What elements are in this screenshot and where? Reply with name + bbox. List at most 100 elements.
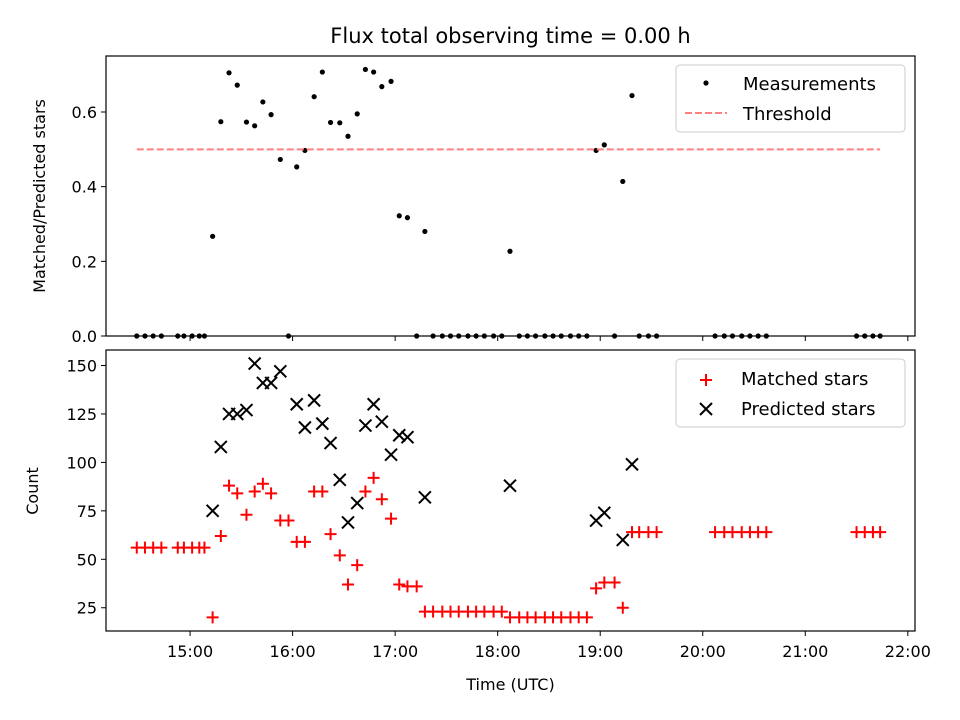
predicted-star-point: [290, 397, 304, 411]
measurement-point: [210, 233, 216, 239]
predicted-star-point: [341, 515, 355, 530]
predicted-star-point: [264, 376, 278, 390]
bottom-legend: Matched stars Predicted stars: [675, 358, 906, 428]
matched-star-point: [385, 512, 398, 525]
predicted-star-point: [230, 407, 244, 421]
legend-measurements-label: Measurements: [743, 74, 876, 95]
top-legend: Measurements Threshold: [675, 64, 906, 133]
predicted-star-point: [214, 440, 228, 454]
predicted-star-point: [298, 420, 312, 435]
legend-matched-label: Matched stars: [741, 369, 868, 390]
legend-predicted-marker: [699, 402, 713, 416]
matched-star-point: [367, 471, 380, 484]
y-tick-label: 150: [66, 357, 97, 376]
x-tick-label: 20:00: [680, 642, 726, 661]
chart-title: Flux total observing time = 0.00 h: [330, 24, 690, 48]
bottom-axis-ticks: 15:00 16:00 17:00 18:00 19:00 20:00 21:00 22:00…: [66, 357, 930, 661]
predicted-star-point: [205, 504, 220, 518]
measurement-point: [422, 228, 428, 235]
measurement-point: [319, 69, 325, 75]
x-axis-label: Time (UTC): [465, 675, 554, 694]
legend-predicted-label: Predicted stars: [741, 399, 875, 420]
top-axes-frame: [105, 55, 916, 337]
x-tick-label: 21:00: [782, 642, 828, 661]
legend-matched-marker: [700, 374, 712, 386]
predicted-star-point: [315, 416, 330, 431]
predicted-star-point: [375, 414, 389, 429]
matched-star-point: [198, 541, 211, 554]
predicted-star-point: [418, 490, 432, 504]
matched-star-point: [341, 578, 354, 591]
predicted-star-point: [625, 457, 639, 472]
measurement-point: [354, 111, 360, 117]
matched-star-point: [598, 576, 611, 589]
matched-star-point: [874, 526, 887, 539]
predicted-star-point: [323, 436, 338, 450]
predicted-star-point: [597, 506, 612, 520]
matched-star-point: [351, 559, 364, 572]
predicted-star-point: [503, 478, 517, 493]
measurement-point: [629, 92, 635, 99]
bottom-plot-marks: [130, 356, 887, 624]
measurement-point: [294, 164, 300, 170]
matched-star-point: [206, 611, 219, 624]
matched-star-point: [495, 605, 508, 618]
matched-star-point: [608, 576, 621, 589]
y-tick-label: 25: [77, 599, 97, 618]
matched-star-point: [298, 535, 311, 548]
predicted-star-point: [392, 428, 406, 442]
predicted-star-point: [333, 473, 347, 487]
predicted-star-point: [350, 496, 364, 510]
x-tick-label: 22:00: [885, 642, 931, 661]
matched-star-point: [324, 528, 337, 541]
top-axis-ticks: 0.0 0.2 0.4 0.6: [72, 103, 909, 346]
measurement-point: [226, 70, 232, 76]
matched-star-point: [265, 487, 278, 500]
matched-star-point: [282, 514, 295, 527]
y-tick-label: 0.0: [72, 327, 97, 346]
measurement-point: [243, 119, 250, 125]
measurement-point: [371, 69, 377, 75]
predicted-star-point: [273, 364, 288, 379]
matched-star-point: [760, 526, 773, 539]
matched-star-point: [580, 611, 593, 624]
measurement-point: [507, 248, 513, 254]
panel-top-ratio: Flux total observing time = 0.00 h Match…: [30, 24, 916, 346]
x-tick-label: 16:00: [270, 642, 316, 661]
predicted-star-point: [384, 447, 398, 462]
matched-star-point: [393, 578, 406, 591]
bottom-axes-frame: [105, 349, 916, 632]
measurement-point: [337, 120, 343, 126]
matched-star-point: [240, 508, 253, 521]
measurement-point: [218, 119, 224, 125]
y-tick-label: 125: [66, 405, 97, 424]
predicted-star-point: [366, 397, 381, 411]
bottom-legend-box: [675, 358, 906, 428]
matched-star-point: [256, 477, 269, 490]
y-tick-label: 0.6: [72, 103, 97, 122]
matched-star-point: [333, 549, 346, 562]
measurement-point: [345, 133, 351, 139]
measurement-point: [327, 119, 334, 126]
predicted-star-point: [358, 418, 373, 433]
measurement-point: [260, 99, 266, 105]
matched-star-point: [316, 485, 329, 498]
matched-star-point: [375, 493, 388, 506]
y-tick-label: 50: [77, 550, 97, 569]
matched-star-point: [248, 485, 261, 498]
x-tick-label: 18:00: [475, 642, 521, 661]
panel-bottom-counts: Count Time (UTC) 15:00 16:00 17:00 18:00 19:…: [23, 349, 931, 694]
measurement-point: [388, 78, 394, 84]
matched-star-point: [410, 580, 423, 593]
y-tick-label: 100: [66, 453, 97, 472]
measurement-point: [396, 213, 402, 219]
x-tick-label: 19:00: [577, 642, 623, 661]
matched-star-point: [590, 582, 603, 595]
y-tick-label: 0.4: [72, 178, 97, 197]
measurement-point: [277, 156, 283, 163]
x-tick-label: 15:00: [167, 642, 213, 661]
measurement-point: [234, 82, 240, 88]
measurement-point: [311, 94, 317, 100]
matched-star-point: [214, 530, 227, 543]
